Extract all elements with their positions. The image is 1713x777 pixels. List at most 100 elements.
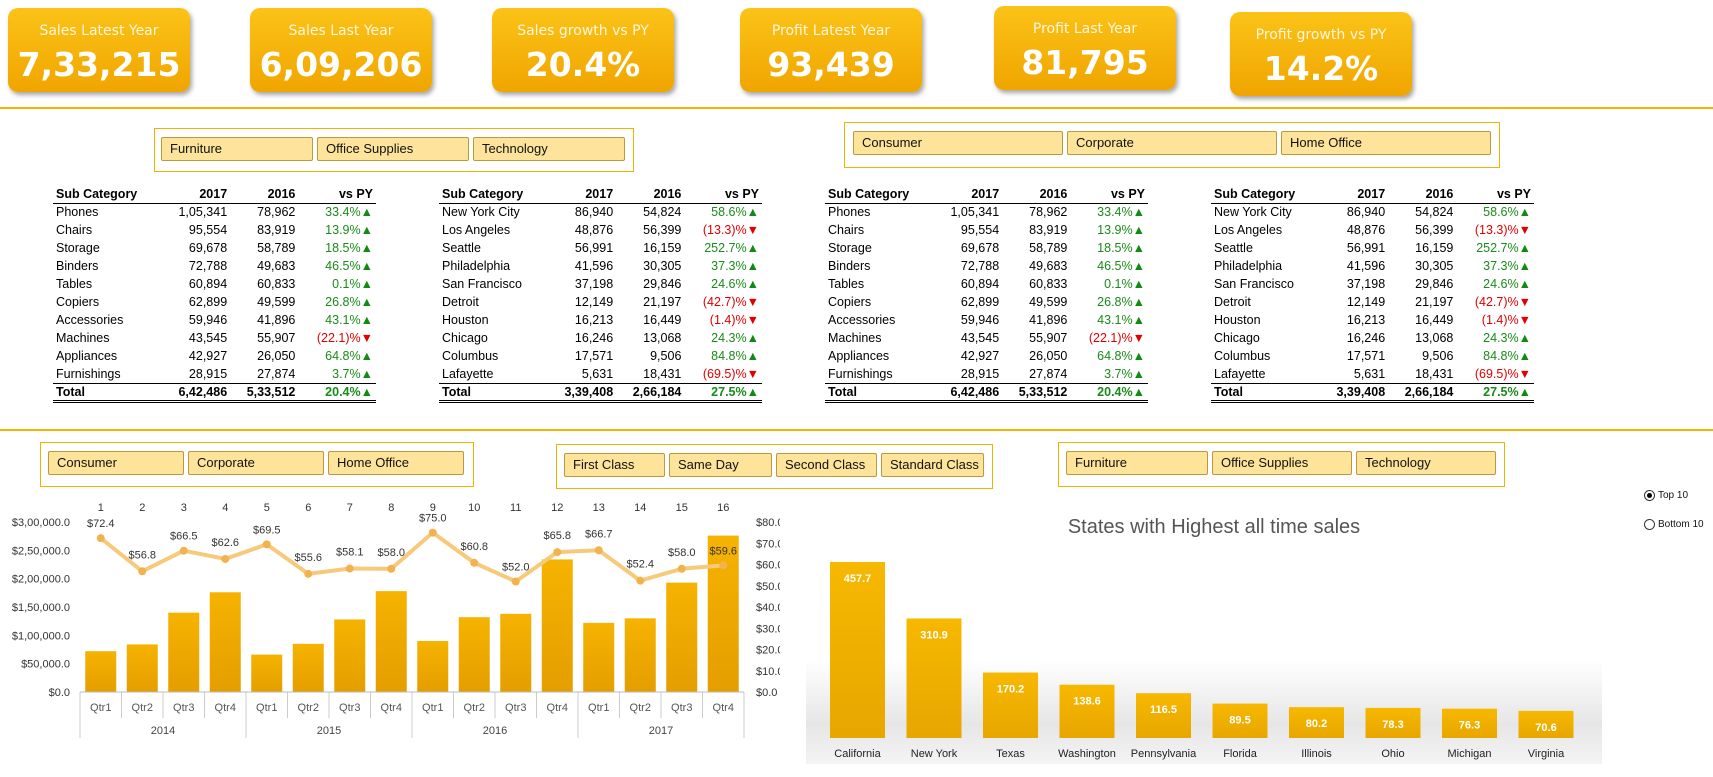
sales-bar bbox=[624, 618, 656, 692]
vs-py-value: 18.5% bbox=[325, 241, 361, 255]
vs-py-value: 3.7% bbox=[332, 366, 361, 381]
up-arrow-icon: ▲ bbox=[1518, 277, 1531, 291]
table-cell: Houston bbox=[1214, 313, 1261, 327]
profit-point bbox=[387, 564, 396, 573]
table-row: Chairs 95,554 83,919 13.9%▲ bbox=[825, 221, 1148, 239]
table-cell: 30,305 bbox=[643, 259, 682, 273]
index-label: 10 bbox=[468, 502, 480, 514]
table-row: San Francisco 37,198 29,846 24.6%▲ bbox=[439, 275, 762, 293]
slicer-item-first-class[interactable]: First Class bbox=[564, 453, 665, 477]
state-data-label: 116.5 bbox=[1150, 704, 1177, 716]
column-header: vs PY bbox=[684, 185, 762, 204]
up-arrow-icon: ▲ bbox=[360, 366, 373, 381]
vs-py-value: (69.5)% bbox=[1474, 366, 1519, 381]
down-arrow-icon: ▼ bbox=[746, 295, 759, 309]
profit-data-label: $75.0 bbox=[419, 513, 447, 525]
slicer-item-furniture[interactable]: Furniture bbox=[1066, 451, 1208, 475]
sales-bar bbox=[209, 592, 241, 692]
vs-py-value: 24.6% bbox=[711, 277, 747, 291]
table-cell: Copiers bbox=[56, 295, 100, 309]
table-row: Seattle 56,991 16,159 252.7%▲ bbox=[439, 239, 762, 257]
up-arrow-icon: ▲ bbox=[1132, 223, 1145, 237]
vs-py-cell: (69.5)%▼ bbox=[1456, 365, 1534, 383]
table-cell: 27,874 bbox=[1029, 366, 1068, 381]
vs-py-value: 58.6% bbox=[1483, 205, 1519, 220]
index-label: 11 bbox=[510, 502, 521, 514]
slicer-item-home-office[interactable]: Home Office bbox=[328, 451, 464, 475]
vs-py-cell: (22.1)%▼ bbox=[298, 329, 376, 347]
slicer-item-office-supplies[interactable]: Office Supplies bbox=[1212, 451, 1352, 475]
up-arrow-icon: ▲ bbox=[746, 241, 759, 255]
table-cell: 29,846 bbox=[1415, 277, 1454, 291]
quarter-label: Qtr2 bbox=[464, 702, 485, 714]
slicer-item-consumer[interactable]: Consumer bbox=[853, 131, 1063, 155]
table-cell: 26,050 bbox=[1029, 349, 1068, 363]
top-10-radio[interactable]: Top 10 bbox=[1644, 490, 1688, 501]
slicer-item-furniture[interactable]: Furniture bbox=[161, 137, 313, 161]
column-header: vs PY bbox=[298, 185, 376, 204]
vs-py-value: (69.5)% bbox=[702, 366, 747, 381]
bottom-10-radio[interactable]: Bottom 10 bbox=[1644, 519, 1704, 530]
down-arrow-icon: ▼ bbox=[1518, 295, 1531, 309]
up-arrow-icon: ▲ bbox=[746, 384, 759, 399]
sales-bar bbox=[85, 651, 117, 692]
vs-py-value: 0.1% bbox=[332, 277, 361, 291]
right-axis-tick-label: $80.0 bbox=[756, 517, 780, 529]
vs-py-cell: 24.3%▲ bbox=[684, 329, 762, 347]
vs-py-value: 37.3% bbox=[711, 259, 747, 273]
vs-py-cell: 26.8%▲ bbox=[298, 293, 376, 311]
table-cell: 41,596 bbox=[1346, 259, 1386, 273]
slicer-item-corporate[interactable]: Corporate bbox=[188, 451, 324, 475]
table-cell: 28,915 bbox=[960, 366, 1000, 381]
up-arrow-icon: ▲ bbox=[360, 223, 373, 237]
vs-py-value: 252.7% bbox=[704, 241, 747, 255]
table-row: Detroit 12,149 21,197 (42.7)%▼ bbox=[439, 293, 762, 311]
down-arrow-icon: ▼ bbox=[746, 313, 759, 327]
profit-line bbox=[99, 530, 724, 584]
state-bar bbox=[983, 672, 1038, 738]
left-axis-tick-label: $50,000.0 bbox=[21, 659, 70, 671]
table-header-row: Sub Category 2017 2016 vs PY bbox=[53, 185, 376, 204]
slicer-item-corporate[interactable]: Corporate bbox=[1067, 131, 1277, 155]
table-cell: 16,159 bbox=[1415, 241, 1454, 255]
table-cell: 41,896 bbox=[1029, 313, 1068, 327]
slicer-item-home-office[interactable]: Home Office bbox=[1281, 131, 1491, 155]
table-cell: Columbus bbox=[442, 349, 499, 363]
vs-py-cell: 37.3%▲ bbox=[1456, 257, 1534, 275]
up-arrow-icon: ▲ bbox=[1132, 384, 1145, 399]
profit-data-label: $52.4 bbox=[626, 559, 654, 571]
vs-py-value: 26.8% bbox=[1097, 295, 1133, 309]
table-row: Phones 1,05,341 78,962 33.4%▲ bbox=[825, 203, 1148, 221]
table-cell: Total bbox=[825, 382, 934, 403]
vs-py-cell: (1.4)%▼ bbox=[1456, 311, 1534, 329]
year-label: 2015 bbox=[317, 725, 341, 737]
index-label: 9 bbox=[430, 502, 436, 514]
table-cell: 17,571 bbox=[1346, 349, 1386, 363]
slicer-item-office-supplies[interactable]: Office Supplies bbox=[317, 137, 469, 161]
table-row: San Francisco 37,198 29,846 24.6%▲ bbox=[1211, 275, 1534, 293]
slicer-item-same-day[interactable]: Same Day bbox=[669, 453, 772, 477]
profit-point bbox=[553, 548, 562, 557]
table-cell: 6,42,486 bbox=[161, 382, 231, 403]
quarterly-sales-profit-chart: $0.0 $50,000.0 $1,00,000.0 $1,50,000.0 $2,00… bbox=[12, 502, 780, 738]
up-arrow-icon: ▲ bbox=[746, 349, 759, 363]
table-cell: Phones bbox=[828, 205, 871, 220]
up-arrow-icon: ▲ bbox=[1518, 384, 1531, 399]
slicer-item-standard-class[interactable]: Standard Class bbox=[881, 453, 984, 477]
slicer-item-technology[interactable]: Technology bbox=[473, 137, 625, 161]
slicer-item-second-class[interactable]: Second Class bbox=[776, 453, 877, 477]
up-arrow-icon: ▲ bbox=[1518, 259, 1531, 273]
table-cell: 6,42,486 bbox=[933, 382, 1003, 403]
down-arrow-icon: ▼ bbox=[746, 366, 759, 381]
table-cell: 72,788 bbox=[960, 259, 1000, 273]
slicer-item-consumer[interactable]: Consumer bbox=[48, 451, 184, 475]
profit-data-label: $66.7 bbox=[585, 528, 613, 540]
vs-py-value: 64.8% bbox=[1097, 349, 1133, 363]
table-row: Chicago 16,246 13,068 24.3%▲ bbox=[1211, 329, 1534, 347]
subcategory-table-1: Sub Category 2017 2016 vs PY Phones 1,05,341 7… bbox=[53, 185, 376, 403]
table-row: Machines 43,545 55,907 (22.1)%▼ bbox=[825, 329, 1148, 347]
kpi-card-sales-growth: Sales growth vs PY 20.4% bbox=[492, 8, 674, 92]
total-row: Total 6,42,486 5,33,512 20.4%▲ bbox=[825, 382, 1148, 403]
slicer-item-technology[interactable]: Technology bbox=[1356, 451, 1496, 475]
column-header: 2017 bbox=[547, 185, 617, 204]
